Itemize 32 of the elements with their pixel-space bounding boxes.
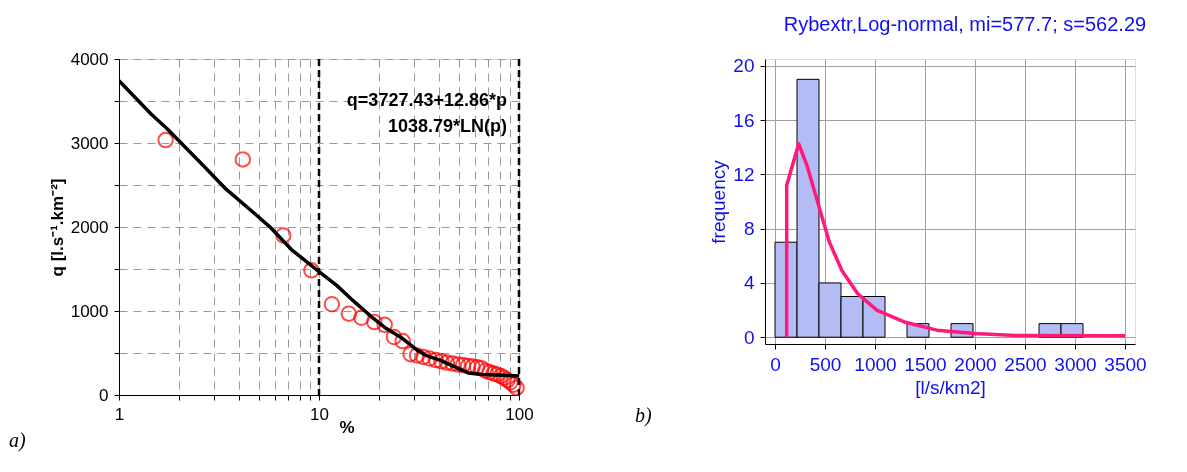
x-tick-label: 3500 — [1104, 353, 1147, 375]
x-tick-label: 1 — [114, 404, 125, 424]
y-tick-label: 20 — [733, 55, 755, 77]
y-tick-label: 0 — [743, 326, 755, 348]
x-tick-label: 0 — [770, 353, 781, 375]
y-tick-label: 2000 — [70, 217, 109, 237]
line-series — [784, 142, 1127, 339]
y-tick-label: 4 — [743, 272, 755, 294]
x-tick-label: 10 — [310, 404, 329, 424]
x-axis-title: % — [339, 417, 355, 437]
annotation: 1038.79*LN(p) — [387, 116, 507, 136]
chart-title: Rybextr,Log-normal, mi=577.7; s=562.29 — [783, 12, 1147, 35]
y-tick-label: 12 — [733, 163, 755, 185]
text: b) — [635, 404, 652, 427]
x-tick-label: 100 — [505, 404, 534, 424]
y-axis-title: q [l.s⁻¹.km⁻²] — [47, 178, 67, 277]
y-tick-label: 8 — [743, 218, 755, 240]
x-tick-label: 2500 — [1004, 353, 1047, 375]
annotation: q=3727.43+12.86*p — [346, 90, 507, 110]
x-tick-label: 1500 — [904, 353, 947, 375]
text: a) — [9, 429, 26, 452]
y-tick-label: 0 — [99, 385, 109, 405]
x-axis-title: [l/s/km2] — [915, 376, 986, 398]
y-tick-label: 3000 — [70, 133, 109, 153]
y-tick-label: 1000 — [70, 301, 109, 321]
y-tick-label: 16 — [733, 109, 755, 131]
x-tick-label: 2000 — [954, 353, 997, 375]
x-tick-label: 1000 — [854, 353, 897, 375]
x-tick-label: 3000 — [1054, 353, 1097, 375]
y-tick-label: 4000 — [70, 49, 109, 69]
y-axis-title: frequency — [708, 159, 730, 244]
x-tick-label: 500 — [809, 353, 842, 375]
